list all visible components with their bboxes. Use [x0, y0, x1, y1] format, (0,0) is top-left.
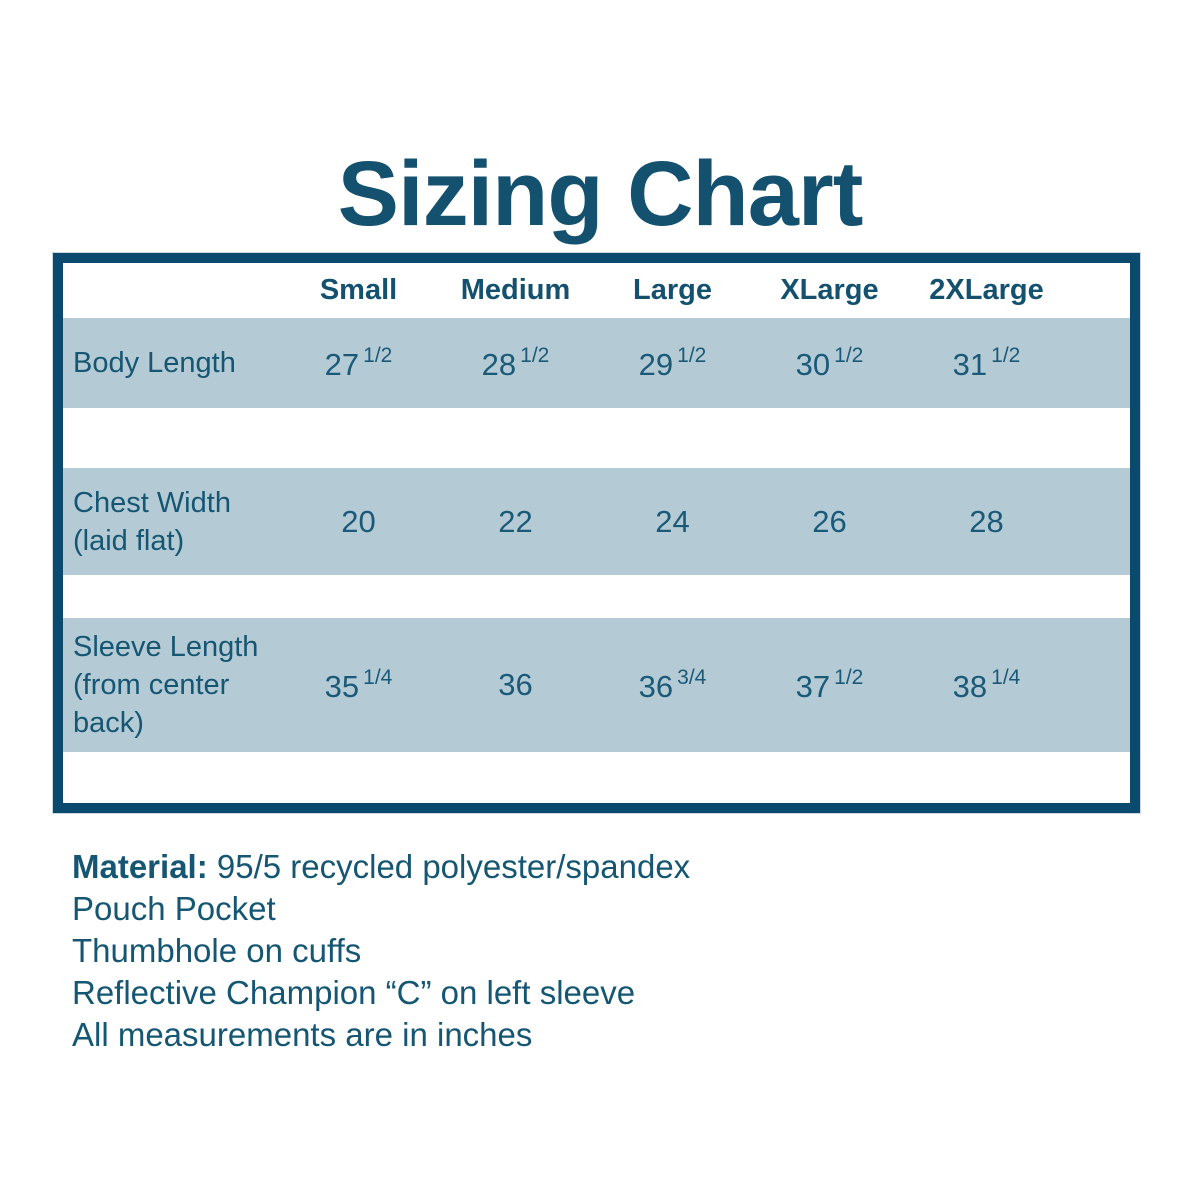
- cell-chest-width-medium: 22: [498, 503, 533, 539]
- row-spacer: [63, 408, 1130, 468]
- table-row-chest-width: Chest Width (laid flat) 20 22 24 26 28: [63, 468, 1130, 575]
- table-header-row: Small Medium Large XLarge 2XLarge: [63, 263, 1130, 318]
- fraction: 1/2: [834, 665, 864, 689]
- fraction: 1/2: [834, 343, 864, 367]
- page-title: Sizing Chart: [337, 143, 864, 245]
- column-header-xlarge: XLarge: [780, 274, 879, 306]
- cell-sleeve-length-medium: 36: [498, 667, 533, 702]
- product-notes: Material: 95/5 recycled polyester/spande…: [72, 846, 690, 1056]
- cell-chest-width-2xlarge: 28: [969, 503, 1004, 539]
- row-spacer: [63, 575, 1130, 618]
- note-reflective-c: Reflective Champion “C” on left sleeve: [72, 974, 636, 1011]
- cell-body-length-2xlarge: 31 1/2: [952, 343, 1021, 382]
- cell-sleeve-length-2xlarge: 38 1/4: [952, 665, 1021, 704]
- cell-body-length-large: 29 1/2: [638, 343, 707, 382]
- cell-sleeve-length-xlarge: 37 1/2: [795, 665, 864, 704]
- row-label-body-length: Body Length: [73, 347, 236, 379]
- sizing-table: Small Medium Large XLarge 2XLarge Body L…: [53, 253, 1140, 813]
- note-pouch-pocket: Pouch Pocket: [72, 890, 276, 927]
- table-row-sleeve-length: Sleeve Length (from center back) 35 1/4 3…: [63, 618, 1130, 752]
- fraction: 3/4: [677, 665, 707, 689]
- note-thumbhole: Thumbhole on cuffs: [72, 932, 362, 969]
- column-header-2xlarge: 2XLarge: [929, 274, 1044, 306]
- cell-sleeve-length-small: 35 1/4: [324, 665, 393, 704]
- cell-body-length-xlarge: 30 1/2: [795, 343, 864, 382]
- fraction: 1/2: [677, 343, 707, 367]
- note-material: Material: 95/5 recycled polyester/spande…: [72, 846, 690, 888]
- fraction: 1/2: [520, 343, 550, 367]
- cell-body-length-medium: 28 1/2: [481, 343, 550, 382]
- table-row-body-length: Body Length 27 1/2 28 1/2 29 1/2 30 1/2 31 1/…: [63, 318, 1130, 408]
- cell-chest-width-xlarge: 26: [812, 503, 847, 539]
- fraction: 1/4: [363, 665, 393, 689]
- column-header-small: Small: [319, 274, 398, 306]
- row-label-chest-width: Chest Width (laid flat): [73, 486, 231, 557]
- note-material-label: Material:: [72, 848, 208, 885]
- column-header-large: Large: [633, 274, 712, 306]
- cell-chest-width-large: 24: [655, 503, 690, 539]
- column-header-medium: Medium: [460, 274, 571, 306]
- cell-chest-width-small: 20: [341, 503, 376, 539]
- fraction: 1/4: [991, 665, 1021, 689]
- fraction: 1/2: [991, 343, 1021, 367]
- row-label-sleeve-length: Sleeve Length (from center back): [73, 631, 259, 739]
- note-material-text: 95/5 recycled polyester/spandex: [207, 848, 691, 885]
- cell-sleeve-length-large: 36 3/4: [638, 665, 707, 704]
- fraction: 1/2: [363, 343, 393, 367]
- cell-body-length-small: 27 1/2: [324, 343, 393, 382]
- note-measurements-units: All measurements are in inches: [72, 1016, 533, 1053]
